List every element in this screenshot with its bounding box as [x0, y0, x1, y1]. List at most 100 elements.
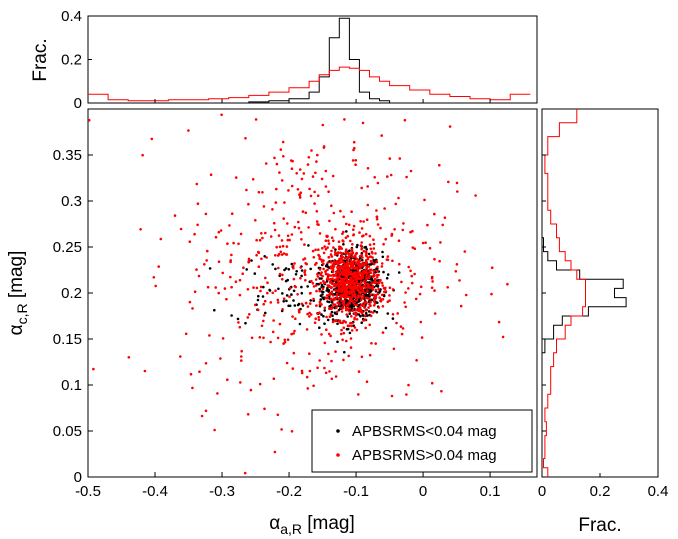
scatter-point-red [344, 252, 348, 255]
scatter-point-red [336, 265, 339, 269]
scatter-point-black [386, 273, 390, 276]
scatter-ytick-label: 0.2 [61, 285, 82, 302]
scatter-ytick-label: 0 [74, 469, 82, 486]
scatter-point-red [371, 252, 374, 255]
scatter-point-red [414, 297, 418, 301]
scatter-point-red [255, 286, 259, 290]
scatter-point-red [360, 253, 364, 257]
scatter-point-red [433, 212, 436, 216]
scatter-point-red [337, 270, 340, 274]
scatter-point-red [381, 298, 385, 301]
scatter-point-red [424, 241, 427, 244]
scatter-point-red [265, 256, 268, 259]
scatter-point-red [405, 175, 408, 179]
scatter-point-red [320, 260, 324, 263]
scatter-point-black [323, 322, 326, 326]
scatter-point-red [346, 286, 349, 290]
scatter-point-red [315, 210, 319, 213]
scatter-xtick-label: -0.2 [276, 483, 302, 500]
scatter-point-red [247, 257, 251, 261]
scatter-point-red [351, 243, 354, 246]
scatter-point-red [342, 215, 346, 219]
top-hist-ylabel: Frac. [30, 38, 51, 81]
scatter-point-red [272, 377, 276, 381]
scatter-point-red [407, 265, 411, 269]
right-hist-xtick-label: 0 [538, 483, 546, 500]
scatter-point-red [324, 169, 328, 173]
scatter-point-red [352, 224, 356, 228]
scatter-point-red [353, 326, 357, 329]
scatter-point-red [341, 232, 344, 236]
scatter-point-red [369, 314, 373, 318]
scatter-point-red [364, 232, 368, 236]
scatter-point-red [360, 312, 364, 315]
scatter-point-red [407, 287, 410, 290]
scatter-point-red [331, 266, 335, 270]
scatter-point-black [256, 298, 260, 302]
scatter-point-red [354, 163, 357, 166]
scatter-point-red [348, 278, 352, 282]
scatter-point-red [362, 294, 365, 298]
scatter-point-red [341, 239, 345, 242]
scatter-point-red [346, 251, 350, 255]
scatter-point-red [306, 312, 309, 316]
scatter-point-red [369, 310, 373, 314]
scatter-point-red [328, 370, 331, 373]
scatter-point-red [299, 231, 303, 234]
scatter-xtick-label: 0.1 [480, 483, 501, 500]
scatter-point-red [368, 234, 372, 238]
scatter-point-red [361, 262, 365, 266]
scatter-point-red [337, 240, 341, 243]
scatter-point-red [282, 155, 285, 158]
scatter-point-black [309, 267, 313, 271]
scatter-point-red [297, 226, 301, 230]
scatter-point-red [288, 286, 292, 290]
scatter-point-red [361, 296, 365, 300]
scatter-point-red [217, 230, 221, 234]
scatter-point-red [348, 307, 352, 310]
scatter-point-red [318, 289, 322, 293]
scatter-point-red [314, 248, 317, 252]
scatter-point-red [314, 284, 318, 287]
scatter-point-red [423, 198, 426, 202]
scatter-point-red [308, 315, 311, 318]
scatter-point-red [293, 284, 297, 288]
scatter-point-red [337, 247, 341, 251]
scatter-point-red [364, 250, 368, 254]
scatter-point-red [315, 261, 318, 265]
scatter-point-black [294, 273, 298, 276]
scatter-point-black [293, 304, 297, 307]
scatter-point-red [373, 176, 377, 179]
scatter-point-red [380, 262, 384, 265]
right-histogram [541, 109, 627, 477]
scatter-point-black [348, 312, 352, 316]
scatter-point-red [459, 304, 463, 308]
scatter-point-red [301, 210, 305, 213]
scatter-point-red [347, 223, 351, 227]
scatter-point-red [330, 249, 333, 253]
scatter-point-red [283, 201, 286, 204]
scatter-point-red [359, 298, 363, 302]
scatter-point-red [341, 321, 344, 325]
scatter-point-red [380, 293, 384, 297]
scatter-point-red [349, 270, 353, 274]
scatter-point-red [274, 254, 277, 257]
scatter-point-red [366, 296, 369, 300]
scatter-point-black [320, 283, 324, 287]
scatter-point-black [290, 262, 294, 266]
scatter-point-red [302, 172, 306, 175]
scatter-point-red [350, 324, 353, 328]
scatter-point-red [338, 276, 341, 280]
scatter-point-red [342, 326, 346, 330]
scatter-point-red [271, 208, 274, 211]
scatter-point-black [385, 276, 389, 280]
scatter-point-red [405, 393, 408, 396]
scatter-point-red [308, 352, 311, 356]
scatter-point-red [340, 299, 343, 303]
scatter-point-red [307, 226, 310, 229]
scatter-point-red [365, 380, 369, 384]
scatter-point-red [260, 232, 263, 235]
scatter-point-red [257, 190, 261, 194]
scatter-point-red [328, 219, 331, 223]
scatter-point-black [342, 243, 345, 246]
